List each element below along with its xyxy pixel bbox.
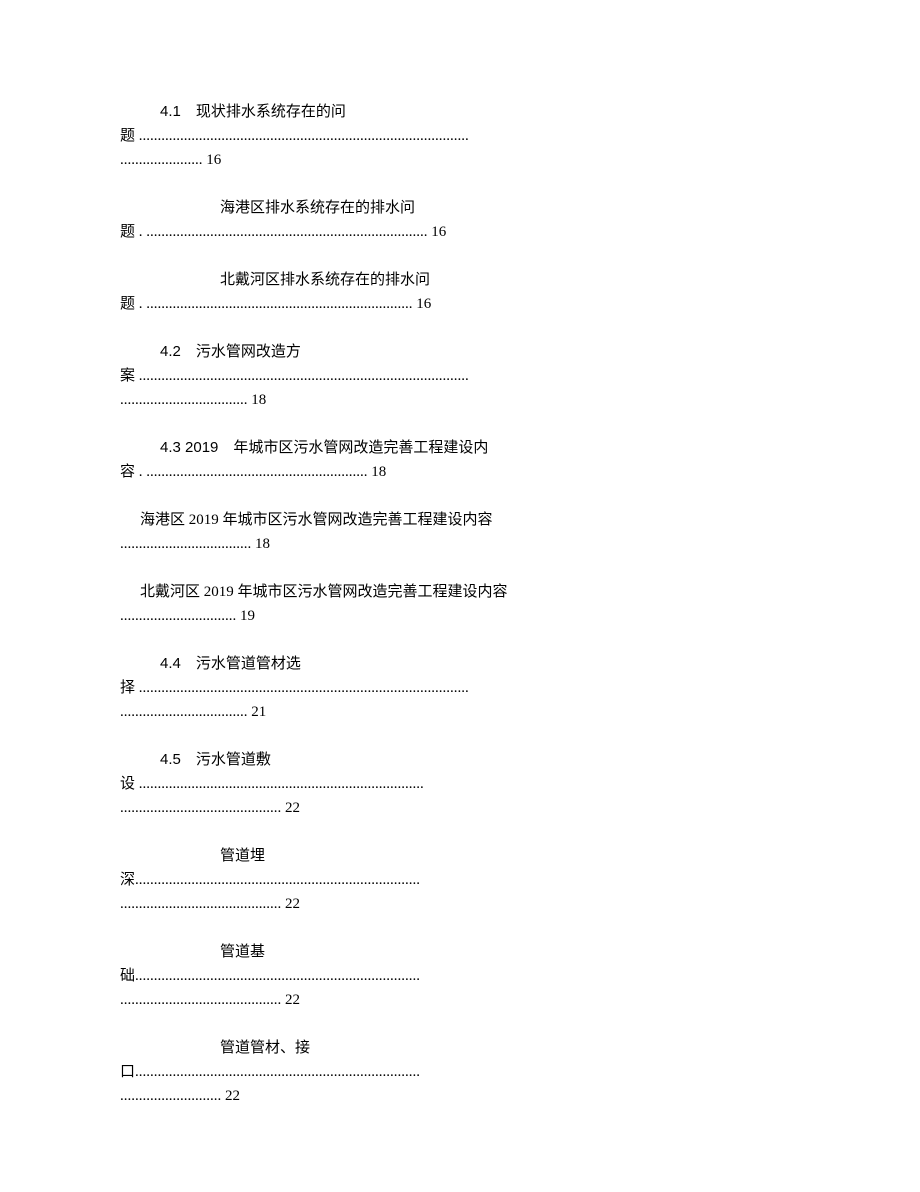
- toc-continuation: 择 ......................................…: [120, 676, 800, 700]
- toc-continuation: 题 . ....................................…: [120, 220, 800, 244]
- toc-title-line: 海港区排水系统存在的排水问: [120, 196, 800, 220]
- toc-title-line: 4.2 污水管网改造方: [120, 340, 800, 364]
- toc-section-number: 4.5: [160, 751, 181, 768]
- toc-continuation-2: ...................... 16: [120, 148, 800, 172]
- toc-title-text: 污水管网改造方: [196, 344, 301, 360]
- toc-continuation-2: .................................. 18: [120, 388, 800, 412]
- toc-continuation-2: ........................... 22: [120, 1084, 800, 1108]
- toc-title-text: 管道管材、接: [220, 1040, 310, 1056]
- toc-entry: 4.5 污水管道敷设 .............................…: [120, 748, 800, 820]
- toc-gap: [181, 344, 196, 360]
- toc-title-line: 管道埋: [120, 844, 800, 868]
- toc-entry: 4.4 污水管道管材选择 ...........................…: [120, 652, 800, 724]
- toc-continuation: 容 . ....................................…: [120, 460, 800, 484]
- toc-gap: [181, 104, 196, 120]
- toc-continuation-2: ........................................…: [120, 796, 800, 820]
- toc-title-text: 海港区排水系统存在的排水问: [220, 200, 415, 216]
- toc-container: 4.1 现状排水系统存在的问题 ........................…: [120, 100, 800, 1108]
- toc-continuation: ................................... 18: [120, 532, 800, 556]
- toc-title-line: 4.5 污水管道敷: [120, 748, 800, 772]
- toc-continuation: ............................... 19: [120, 604, 800, 628]
- toc-gap: [181, 752, 196, 768]
- toc-title-text: 年城市区污水管网改造完善工程建设内: [233, 440, 488, 456]
- toc-continuation-2: ........................................…: [120, 988, 800, 1012]
- toc-continuation: 案 ......................................…: [120, 364, 800, 388]
- toc-continuation: 题 ......................................…: [120, 124, 800, 148]
- toc-title-text: 海港区 2019 年城市区污水管网改造完善工程建设内容: [140, 512, 493, 528]
- toc-title-line: 4.3 2019 年城市区污水管网改造完善工程建设内: [120, 436, 800, 460]
- toc-continuation-2: ........................................…: [120, 892, 800, 916]
- toc-title-line: 4.4 污水管道管材选: [120, 652, 800, 676]
- toc-title-text: 管道埋: [220, 848, 265, 864]
- toc-title-line: 4.1 现状排水系统存在的问: [120, 100, 800, 124]
- toc-entry: 管道管材、接口.................................…: [120, 1036, 800, 1108]
- toc-title-text: 北戴河区 2019 年城市区污水管网改造完善工程建设内容: [140, 584, 508, 600]
- toc-continuation: 础.......................................…: [120, 964, 800, 988]
- toc-gap: [218, 440, 233, 456]
- toc-entry: 北戴河区 2019 年城市区污水管网改造完善工程建设内容............…: [120, 580, 800, 628]
- toc-title-text: 北戴河区排水系统存在的排水问: [220, 272, 430, 288]
- toc-continuation-2: .................................. 21: [120, 700, 800, 724]
- toc-section-number: 4.3 2019: [160, 439, 218, 456]
- toc-title-text: 管道基: [220, 944, 265, 960]
- toc-continuation: 题 . ....................................…: [120, 292, 800, 316]
- toc-title-line: 管道基: [120, 940, 800, 964]
- toc-entry: 海港区排水系统存在的排水问题 . .......................…: [120, 196, 800, 244]
- toc-section-number: 4.4: [160, 655, 181, 672]
- toc-entry: 管道基础....................................…: [120, 940, 800, 1012]
- toc-section-number: 4.1: [160, 103, 181, 120]
- toc-gap: [181, 656, 196, 672]
- toc-entry: 管道埋深....................................…: [120, 844, 800, 916]
- toc-title-text: 污水管道管材选: [196, 656, 301, 672]
- toc-continuation: 口.......................................…: [120, 1060, 800, 1084]
- toc-section-number: 4.2: [160, 343, 181, 360]
- toc-continuation: 深.......................................…: [120, 868, 800, 892]
- toc-title-text: 现状排水系统存在的问: [196, 104, 346, 120]
- toc-title-text: 污水管道敷: [196, 752, 271, 768]
- toc-title-line: 北戴河区排水系统存在的排水问: [120, 268, 800, 292]
- toc-title-line: 海港区 2019 年城市区污水管网改造完善工程建设内容: [120, 508, 800, 532]
- toc-entry: 4.1 现状排水系统存在的问题 ........................…: [120, 100, 800, 172]
- toc-entry: 4.2 污水管网改造方案 ...........................…: [120, 340, 800, 412]
- toc-entry: 4.3 2019 年城市区污水管网改造完善工程建设内容 . ..........…: [120, 436, 800, 484]
- toc-title-line: 北戴河区 2019 年城市区污水管网改造完善工程建设内容: [120, 580, 800, 604]
- toc-title-line: 管道管材、接: [120, 1036, 800, 1060]
- toc-entry: 北戴河区排水系统存在的排水问题 . ......................…: [120, 268, 800, 316]
- toc-continuation: 设 ......................................…: [120, 772, 800, 796]
- toc-entry: 海港区 2019 年城市区污水管网改造完善工程建设内容.............…: [120, 508, 800, 556]
